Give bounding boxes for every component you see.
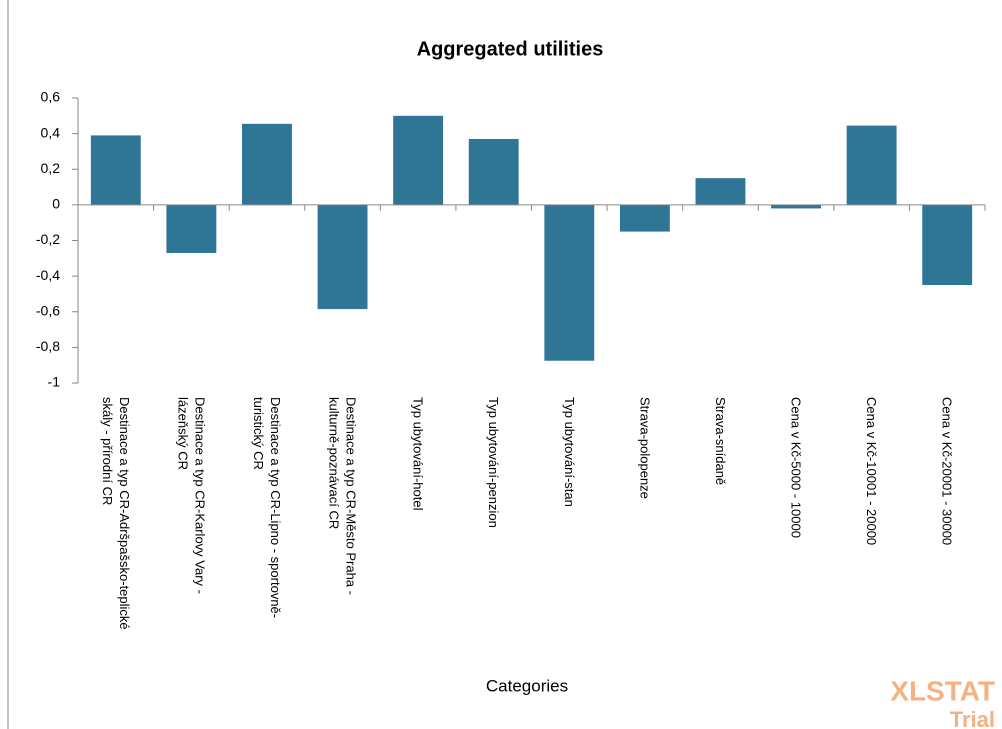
y-tick-label: 0,4 — [41, 124, 61, 140]
x-tick-label: Destinace a typ CR-Lipno - sportovně-tur… — [250, 397, 283, 619]
x-tick-label: Typ ubytování-penzion — [486, 397, 502, 528]
bar — [922, 204, 973, 286]
y-tick-label: -0,2 — [36, 231, 60, 247]
x-tick-label: Typ ubytování-stan — [561, 397, 577, 507]
x-tick-label: Cena v Kč-5000 - 10000 — [788, 397, 804, 538]
bar — [771, 204, 821, 209]
chart-title: Aggregated utilities — [417, 38, 604, 60]
x-tick-label: Strava-polopenze — [637, 397, 653, 499]
bar — [695, 178, 746, 205]
bar — [90, 135, 141, 205]
y-tick-label: 0,6 — [41, 89, 61, 105]
y-tick-label: -0,6 — [36, 302, 60, 318]
y-tick-label: -1 — [48, 374, 61, 390]
y-tick-label: 0 — [52, 196, 60, 212]
x-tick-label: Cena v Kč-20001 - 30000 — [939, 397, 955, 546]
bar — [619, 204, 670, 232]
x-tick-label: Destinace a typ CR-Karlovy Vary - lázeňs… — [175, 397, 208, 594]
x-axis-label: Categories — [486, 676, 568, 695]
bar — [166, 204, 217, 253]
y-tick-label: -0,8 — [36, 338, 60, 354]
x-tick-label: Cena v Kč-10001 - 20000 — [864, 397, 880, 546]
x-tick-label: Destinace a typ CR-Adršpašsko-teplické s… — [99, 397, 132, 630]
bar — [846, 125, 897, 205]
bar — [544, 204, 595, 361]
bar — [468, 138, 519, 205]
y-tick-label: -0,4 — [36, 267, 60, 283]
watermark-sub: Trial — [950, 707, 995, 729]
x-tick-label: Destinace a typ CR-Město Praha - kulturn… — [326, 397, 359, 595]
bar — [317, 204, 368, 310]
x-tick-label: Strava-snídaně — [712, 397, 728, 486]
watermark: XLSTAT — [890, 675, 995, 706]
bar — [393, 115, 444, 205]
x-tick-label: Typ ubytování-hotel — [410, 397, 426, 511]
y-tick-label: 0,2 — [41, 160, 61, 176]
bar — [242, 123, 292, 205]
